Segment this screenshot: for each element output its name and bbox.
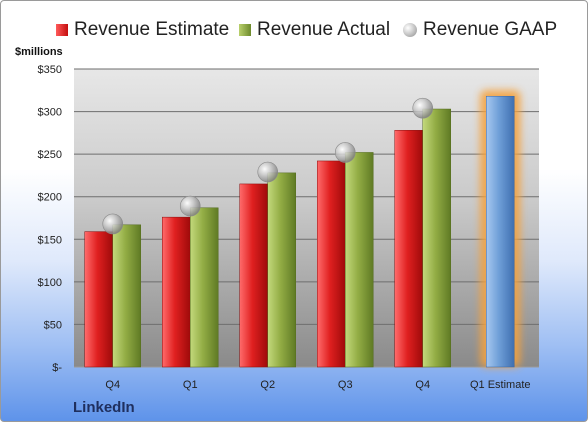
bar-revenue-estimate (239, 183, 268, 368)
bar-revenue-actual (345, 152, 374, 368)
y-tick-label: $- (52, 362, 62, 374)
x-tick-label: Q2 (260, 379, 275, 391)
legend-label-gaap: Revenue GAAP (423, 19, 558, 40)
legend-item-estimate: Revenue Estimate (56, 15, 229, 45)
y-tick-label: $200 (38, 192, 62, 204)
gridlines (74, 68, 539, 368)
point-revenue-gaap (412, 97, 434, 119)
y-axis-unit-label: $millions (15, 46, 63, 58)
bar-revenue-estimate (84, 231, 113, 368)
point-revenue-gaap (102, 213, 124, 235)
bar-revenue-estimate-forecast (486, 95, 515, 368)
y-tick-label: $50 (44, 319, 62, 331)
point-revenue-gaap (257, 161, 279, 183)
bar-series (84, 90, 521, 368)
bar-revenue-actual (112, 224, 141, 368)
x-tick-label: Q1 Estimate (470, 379, 531, 391)
bar-revenue-estimate (162, 216, 191, 368)
legend-swatch-gaap (403, 23, 417, 37)
chart-legend: Revenue Estimate Revenue Actual Revenue … (1, 15, 587, 45)
legend-swatch-actual (239, 24, 251, 36)
bar-revenue-estimate (317, 160, 346, 368)
point-revenue-gaap (334, 142, 356, 163)
bar-revenue-actual (190, 207, 219, 368)
company-label: LinkedIn (73, 399, 135, 416)
y-tick-label: $150 (38, 234, 62, 246)
y-tick-label: $100 (38, 277, 62, 289)
y-tick-label: $250 (38, 149, 62, 161)
bar-revenue-actual (422, 108, 451, 368)
plot-area (74, 69, 539, 367)
legend-label-actual: Revenue Actual (257, 19, 391, 40)
bar-revenue-estimate (394, 130, 423, 368)
legend-item-actual: Revenue Actual (239, 15, 390, 45)
legend-swatch-estimate (56, 24, 68, 36)
x-tick-label: Q3 (338, 379, 353, 391)
legend-item-gaap: Revenue GAAP (403, 15, 557, 45)
x-axis-ticks: Q4 Q1 Q2 Q3 Q4 Q1 Estimate (105, 379, 530, 391)
y-axis-ticks: $- $50 $100 $150 $200 $250 $300 $350 (38, 64, 63, 374)
x-tick-label: Q1 (183, 379, 198, 391)
bar-revenue-actual (267, 172, 296, 368)
y-tick-label: $350 (38, 64, 62, 76)
point-revenue-gaap (179, 195, 201, 217)
x-tick-label: Q4 (105, 379, 120, 391)
x-tick-label: Q4 (415, 379, 430, 391)
legend-label-estimate: Revenue Estimate (74, 19, 230, 40)
y-tick-label: $300 (38, 107, 62, 119)
